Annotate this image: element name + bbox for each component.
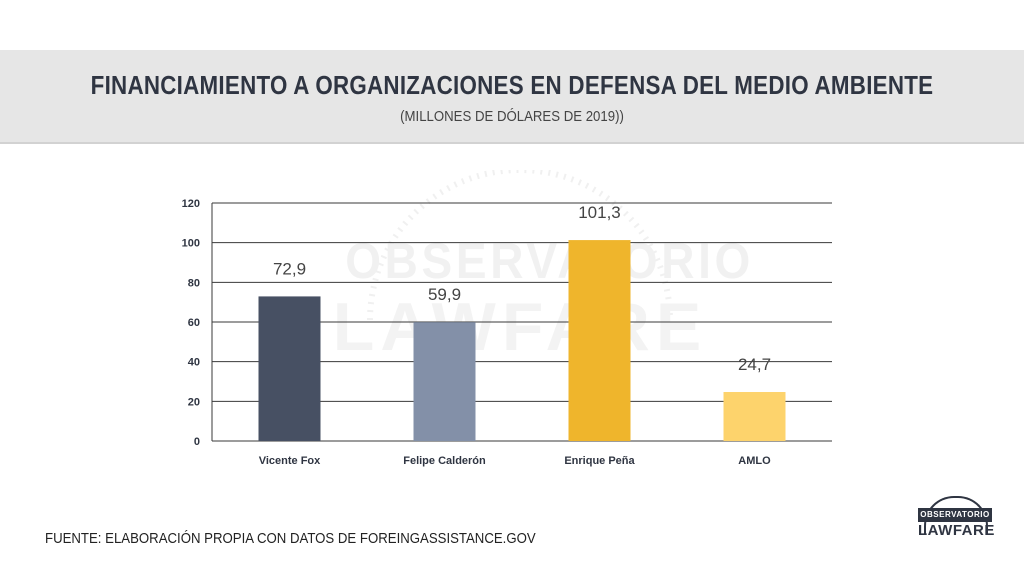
data-label: 101,3: [578, 203, 621, 222]
y-tick-label: 120: [182, 198, 200, 210]
x-tick-label: Felipe Calderón: [403, 455, 486, 467]
source-note: FUENTE: ELABORACIÓN PROPIA CON DATOS DE …: [45, 530, 536, 547]
logo-band-text: OBSERVATORIO: [918, 508, 992, 522]
data-label: 59,9: [428, 285, 461, 304]
y-tick-label: 100: [182, 238, 200, 250]
data-label: 72,9: [273, 259, 306, 278]
bar: [723, 392, 786, 441]
x-tick-label: Vicente Fox: [259, 455, 321, 467]
x-tick-label: AMLO: [738, 455, 771, 467]
data-label: 24,7: [738, 355, 771, 374]
bar: [258, 296, 321, 441]
chart-title: FINANCIAMIENTO A ORGANIZACIONES EN DEFEN…: [90, 70, 934, 100]
observatorio-lawfare-logo: OBSERVATORIO LAWFARE: [918, 496, 995, 542]
bar: [413, 322, 476, 441]
logo-word: LAWFARE: [918, 522, 995, 539]
y-tick-label: 20: [188, 396, 200, 408]
bar: [568, 240, 631, 441]
chart-subtitle: (MILLONES DE DÓLARES DE 2019)): [400, 108, 624, 125]
title-banner: [0, 50, 1024, 144]
y-tick-label: 60: [188, 317, 200, 329]
y-tick-label: 40: [188, 357, 200, 369]
y-tick-label: 80: [188, 277, 200, 289]
x-tick-label: Enrique Peña: [564, 455, 635, 467]
y-tick-label: 0: [194, 436, 200, 448]
